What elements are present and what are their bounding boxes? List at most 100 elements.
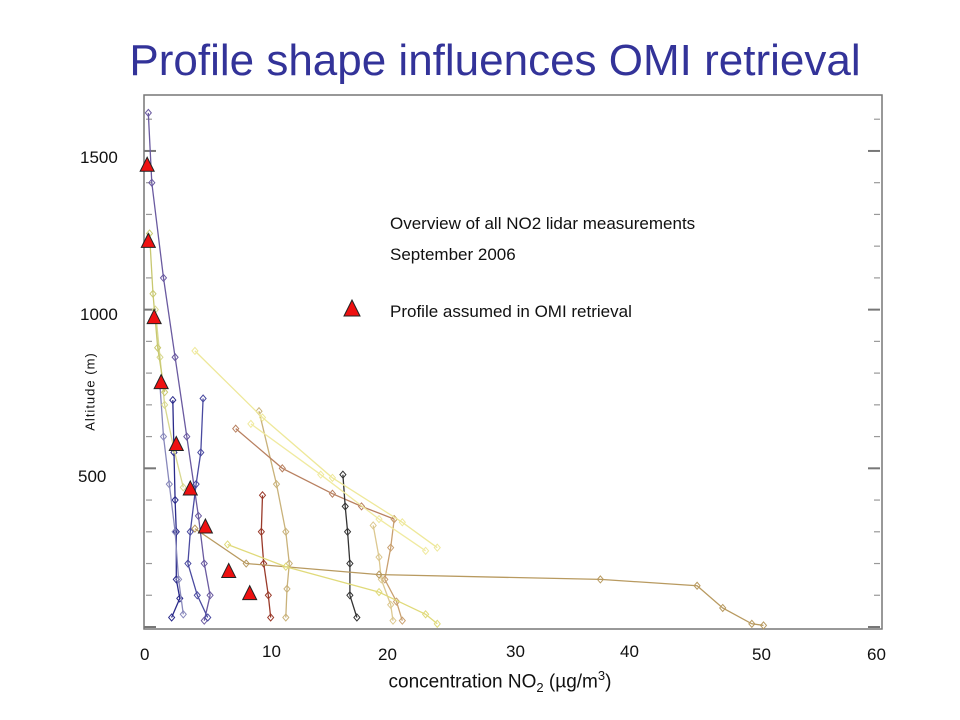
series-12-point-0 [191, 346, 199, 356]
series-8-point-2 [343, 527, 352, 537]
series-6-point-3 [357, 502, 366, 511]
series-3-point-3 [171, 527, 179, 537]
series-2-point-0 [199, 394, 207, 403]
series-8-point-3 [346, 559, 354, 568]
series-13-point-0 [247, 419, 255, 429]
y-tick-label-1500: 1500 [80, 148, 118, 167]
series-line-5 [260, 495, 272, 618]
series-7-point-3 [392, 597, 401, 606]
series-4-point-1 [272, 479, 281, 489]
series-5-point-1 [257, 527, 266, 537]
series-4-point-5 [282, 613, 290, 622]
series-15-point-2 [153, 343, 162, 352]
series-2-point-2 [192, 479, 200, 489]
series-0-point-6 [200, 559, 208, 568]
series-line-3 [159, 385, 184, 615]
series-8-point-1 [341, 502, 349, 511]
series-9-point-0 [369, 521, 377, 530]
x-axis-label: concentration NO2 (µg/m3) [388, 668, 612, 696]
series-5-point-0 [258, 491, 267, 500]
series-8-point-5 [353, 613, 361, 622]
series-12-point-3 [398, 518, 406, 527]
series-12-point-4 [433, 543, 441, 552]
omi-profile-marker-1 [140, 232, 157, 248]
series-14-point-4 [179, 483, 187, 492]
omi-profile-markers [139, 156, 258, 601]
annotation-line-1: Overview of all NO2 lidar measurements [390, 214, 695, 233]
series-line-4 [258, 411, 290, 618]
series-10-point-1 [242, 559, 250, 568]
series-line-0 [147, 112, 211, 621]
x-tick-label-30: 30 [506, 642, 525, 661]
omi-profile-marker-6 [197, 517, 214, 534]
series-10-point-0 [191, 524, 199, 533]
omi-profile-marker-5 [182, 479, 199, 496]
y-axis-label: Altitude (m) [82, 352, 98, 431]
series-3-point-4 [174, 575, 183, 584]
plot-frame [143, 94, 883, 630]
series-11-point-4 [433, 619, 441, 629]
x-tick-label-10: 10 [262, 642, 281, 661]
x-tick-label-20: 20 [378, 645, 397, 664]
series-4-point-4 [283, 584, 291, 594]
series-6-point-1 [278, 464, 286, 473]
series-13-point-2 [375, 514, 383, 524]
series-1-point-0 [169, 395, 177, 405]
series-8-point-4 [346, 590, 354, 600]
series-line-9 [372, 525, 394, 621]
series-10-point-3 [596, 575, 605, 584]
series-12-point-1 [258, 413, 267, 422]
y-tick-label-1000: 1000 [80, 305, 118, 324]
omi-profile-marker-0 [139, 156, 155, 172]
series-0-point-0 [144, 108, 152, 118]
series-2-point-6 [204, 613, 212, 622]
x-tick-label-0: 0 [140, 645, 149, 664]
x-tick-label-40: 40 [620, 642, 639, 661]
slide-title: Profile shape influences OMI retrieval [129, 36, 861, 85]
series-10-point-2 [375, 570, 383, 579]
series-12-point-2 [328, 473, 337, 483]
series-11-point-0 [223, 540, 232, 549]
series-0-point-5 [194, 511, 203, 521]
series-15-point-1 [149, 289, 157, 299]
series-5-point-3 [264, 590, 272, 600]
series-9-point-4 [389, 616, 397, 625]
series-1-point-5 [176, 594, 184, 603]
series-1-point-3 [172, 527, 180, 537]
series-13-point-1 [317, 470, 325, 479]
series-15-point-3 [160, 387, 169, 397]
x-tick-label-50: 50 [752, 645, 771, 664]
series-0-point-2 [159, 273, 168, 283]
series-1-point-2 [171, 495, 179, 505]
omi-profile-marker-3 [153, 373, 169, 390]
series-line-14 [154, 309, 184, 488]
series-line-11 [227, 543, 438, 625]
legend-entry-omi: Profile assumed in OMI retrieval [390, 302, 632, 321]
series-8-point-0 [339, 470, 347, 479]
series-0-point-4 [183, 432, 191, 441]
series-3-point-2 [165, 479, 173, 489]
series-5-point-2 [260, 559, 268, 568]
measurement-series [144, 108, 768, 630]
omi-profile-marker-2 [146, 308, 162, 325]
series-line-6 [235, 428, 395, 520]
series-10-point-4 [693, 581, 701, 591]
series-line-2 [187, 398, 209, 618]
series-2-point-3 [186, 527, 194, 537]
series-11-point-2 [375, 587, 383, 597]
y-tick-label-500: 500 [78, 467, 106, 486]
series-3-point-1 [159, 432, 168, 441]
series-line-10 [194, 528, 764, 627]
series-2-point-4 [184, 559, 192, 568]
series-line-13 [250, 423, 426, 552]
series-7-point-4 [398, 616, 406, 625]
series-3-point-5 [179, 610, 187, 619]
omi-profile-marker-7 [220, 562, 237, 578]
series-10-point-7 [759, 621, 768, 630]
omi-profile-marker-8 [241, 584, 258, 601]
series-7-point-1 [387, 543, 395, 552]
series-10-point-6 [748, 619, 756, 629]
series-2-point-1 [197, 448, 205, 457]
series-9-point-3 [387, 600, 395, 610]
